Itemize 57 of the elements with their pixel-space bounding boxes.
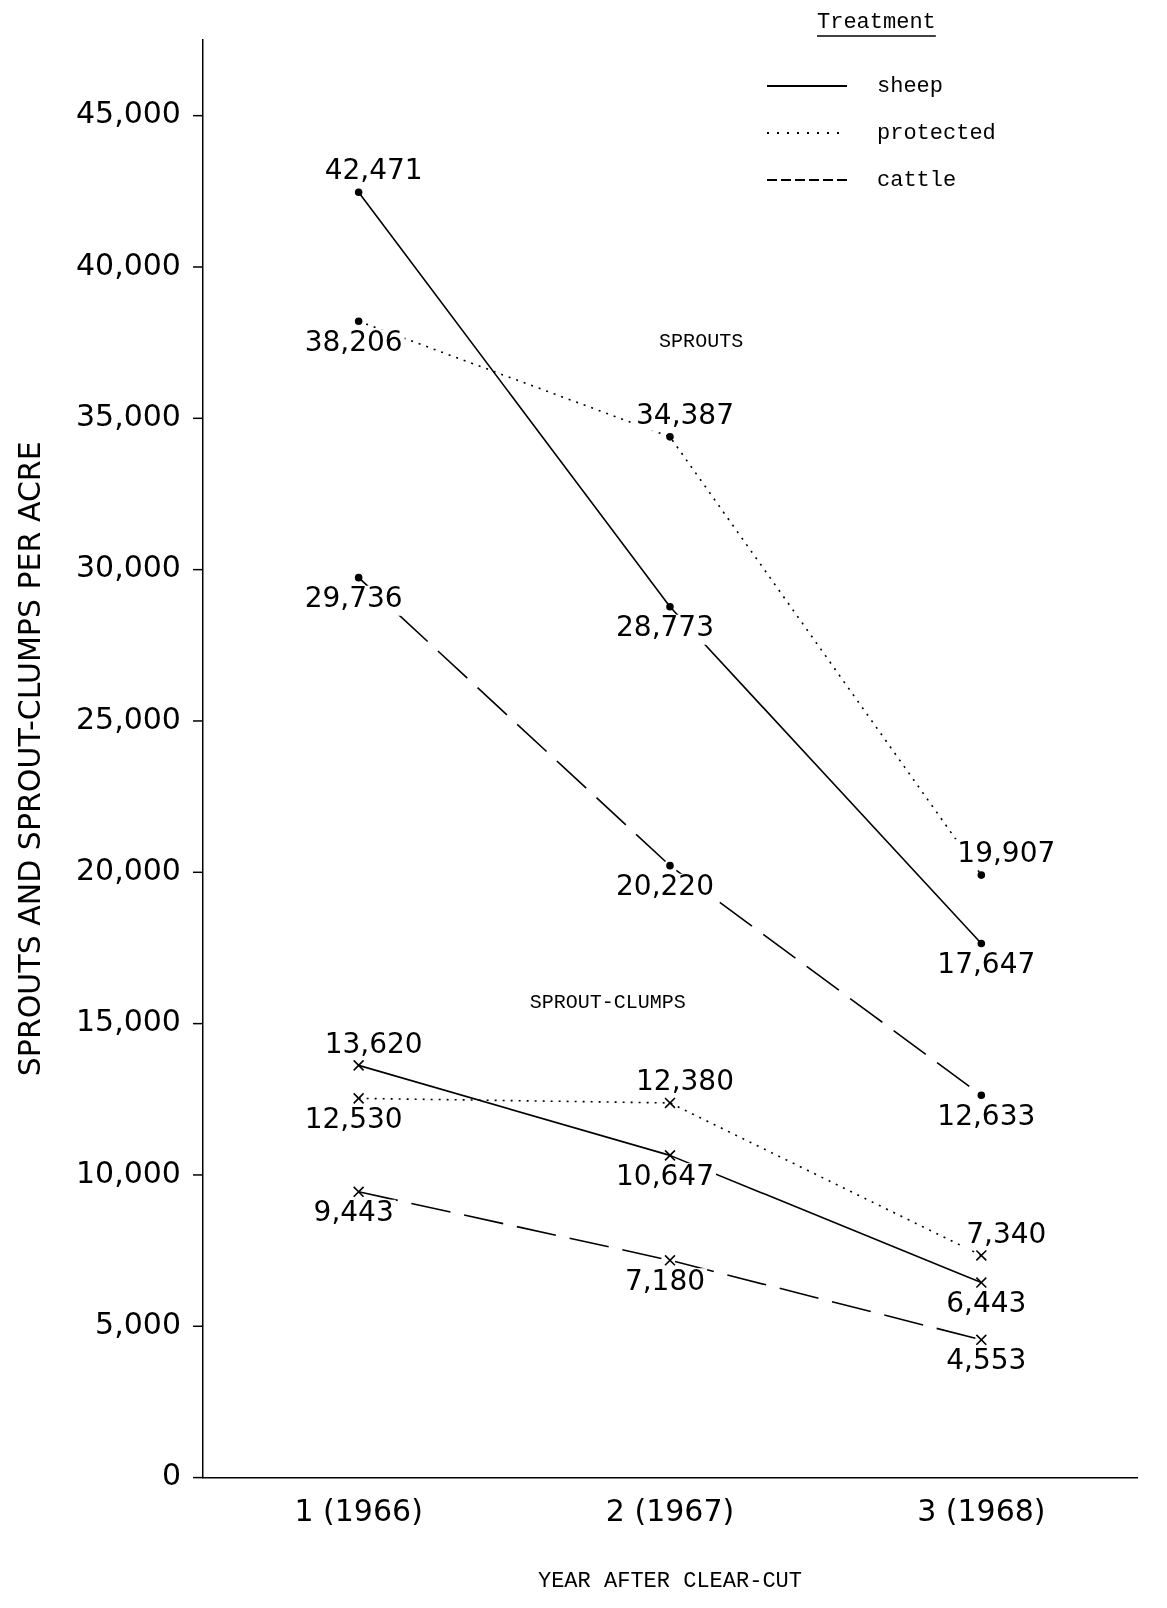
data-label: 29,736 — [304, 580, 403, 614]
point — [664, 1097, 676, 1109]
point — [664, 1254, 676, 1267]
data-label: 20,220 — [615, 868, 714, 902]
y-tick-label: 5,000 — [95, 1306, 181, 1342]
y-tick-label: 10,000 — [75, 1154, 181, 1190]
data-label: 12,530 — [304, 1101, 403, 1135]
legend-label: sheep — [877, 73, 944, 99]
point — [975, 1249, 988, 1262]
y-tick-label: 45,000 — [75, 95, 181, 131]
data-label: 42,471 — [324, 153, 423, 187]
point — [354, 317, 363, 326]
x-tick-label: 2 (1967) — [605, 1493, 735, 1529]
data-label: 12,380 — [635, 1064, 734, 1098]
y-axis-title: SPROUTS AND SPROUT-CLUMPS PER ACRE — [11, 441, 47, 1077]
point — [352, 1092, 365, 1105]
annotation: SPROUTS — [659, 330, 744, 354]
point — [977, 939, 986, 948]
point — [977, 871, 986, 879]
data-label: 34,387 — [635, 398, 734, 432]
point — [666, 433, 674, 441]
data-label: 19,907 — [957, 836, 1056, 870]
point — [975, 1334, 988, 1346]
y-tick-label: 40,000 — [75, 246, 181, 282]
point — [352, 1059, 365, 1072]
legend-label: cattle — [877, 167, 957, 193]
point — [664, 1149, 676, 1162]
data-label: 17,647 — [937, 946, 1036, 980]
point — [666, 861, 674, 870]
data-label: 12,633 — [937, 1098, 1036, 1132]
data-label: 7,340 — [966, 1216, 1047, 1250]
data-label: 10,647 — [615, 1158, 714, 1192]
x-tick-label: 1 (1966) — [294, 1493, 423, 1529]
y-tick-label: 30,000 — [75, 549, 181, 585]
data-label: 6,443 — [946, 1285, 1027, 1319]
point — [352, 1186, 365, 1198]
point — [354, 573, 363, 582]
data-label: 9,443 — [313, 1195, 394, 1229]
annotation: SPROUT-CLUMPS — [529, 991, 686, 1015]
data-label: 7,180 — [624, 1263, 706, 1297]
y-tick-label: 20,000 — [75, 852, 181, 888]
legend-label: protected — [877, 120, 996, 146]
y-tick-label: 35,000 — [75, 398, 181, 434]
point — [354, 188, 363, 196]
legend-title: Treatment — [817, 9, 936, 35]
y-tick-label: 25,000 — [75, 700, 181, 736]
data-label: 4,553 — [946, 1343, 1027, 1377]
point — [666, 602, 674, 611]
x-tick-label: 3 (1968) — [917, 1493, 1046, 1529]
data-label: 13,620 — [324, 1026, 423, 1060]
data-label: 38,206 — [304, 324, 403, 358]
point — [977, 1091, 986, 1100]
x-axis-title: YEAR AFTER CLEAR-CUT — [537, 1568, 803, 1594]
y-tick-label: 0 — [161, 1457, 181, 1493]
data-label: 28,773 — [615, 610, 714, 644]
y-tick-label: 15,000 — [75, 1003, 181, 1039]
point — [975, 1276, 988, 1289]
